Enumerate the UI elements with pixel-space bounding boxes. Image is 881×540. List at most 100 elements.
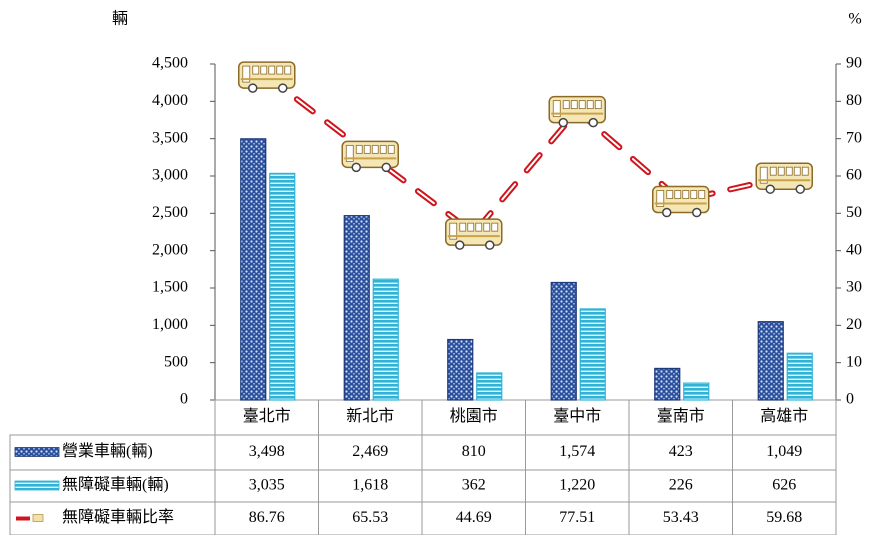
bar	[579, 308, 606, 401]
table-value: 77.51	[559, 509, 595, 526]
y2-tick-label: 70	[846, 129, 862, 146]
bus-door	[552, 100, 561, 118]
table-value: 3,035	[249, 477, 285, 494]
legend-swatch	[32, 514, 44, 522]
y2-tick-label: 50	[846, 204, 862, 221]
bus-window	[252, 65, 260, 75]
bar	[786, 352, 813, 401]
x-tick-label: 桃園市	[450, 407, 498, 425]
bus-window	[475, 222, 483, 232]
bus-wheel	[765, 184, 775, 194]
legend-swatch	[14, 480, 60, 491]
bus-window	[674, 190, 682, 199]
bus-window	[387, 144, 395, 154]
x-tick-label: 臺中市	[553, 407, 601, 425]
bus-wheel	[351, 162, 361, 173]
y-tick-label: 4,500	[152, 55, 188, 72]
bus-marker	[548, 95, 606, 128]
legend-label: 營業車輛(輛)	[62, 442, 153, 460]
bus-door	[345, 144, 354, 162]
bus-window	[666, 190, 674, 199]
y-tick-label: 3,500	[152, 129, 188, 146]
bus-wheel	[485, 240, 495, 250]
bus-window	[268, 65, 276, 75]
y2-tick-label: 40	[846, 241, 862, 258]
bar	[372, 278, 399, 401]
bus-door	[449, 222, 458, 240]
table-value: 3,498	[249, 443, 285, 460]
table-value: 44.69	[456, 509, 492, 526]
y-axis-label: 輛	[112, 10, 128, 28]
y2-tick-label: 0	[846, 391, 854, 408]
bus-window	[785, 166, 793, 176]
bus-window	[570, 100, 578, 110]
table-value: 59.68	[766, 509, 802, 526]
bar	[343, 215, 370, 401]
table-value: 226	[669, 477, 693, 494]
bus-window	[276, 65, 284, 75]
table-value: 53.43	[663, 509, 699, 526]
legend-label: 無障礙車輛(輛)	[62, 476, 169, 494]
y2-tick-label: 60	[846, 167, 862, 184]
table-value: 1,618	[352, 477, 388, 494]
y2-tick-label: 10	[846, 353, 862, 370]
bar	[447, 338, 474, 401]
y2-tick-label: 30	[846, 279, 862, 296]
bus-window	[698, 190, 706, 199]
bus-window	[467, 222, 475, 232]
x-tick-label: 臺北市	[243, 407, 291, 425]
bus-wheel	[248, 83, 258, 93]
y2-tick-label: 20	[846, 316, 862, 333]
y-tick-label: 500	[164, 353, 188, 370]
bus-window	[793, 166, 801, 176]
bus-wheel	[455, 240, 465, 250]
y2-tick-label: 80	[846, 92, 862, 109]
table-value: 362	[462, 477, 486, 494]
bus-door	[759, 166, 768, 184]
bus-marker	[755, 162, 813, 194]
bus-window	[459, 222, 467, 232]
bar	[654, 367, 681, 401]
bus-window	[491, 222, 499, 232]
bus-wheel	[558, 117, 568, 128]
table-value: 86.76	[249, 509, 285, 526]
bus-marker	[652, 185, 710, 218]
bus-door	[242, 65, 251, 83]
table-value: 626	[772, 477, 796, 494]
bar	[683, 382, 710, 401]
bus-window	[483, 222, 491, 232]
table-value: 65.53	[352, 509, 388, 526]
table-value: 1,220	[559, 477, 595, 494]
bus-door	[656, 190, 665, 207]
bus-wheel	[381, 162, 391, 173]
bus-window	[355, 144, 363, 154]
y-tick-label: 1,000	[152, 316, 188, 333]
bus-window	[578, 100, 586, 110]
table-value: 810	[462, 443, 486, 460]
x-tick-label: 新北市	[346, 407, 394, 425]
x-tick-label: 高雄市	[760, 407, 808, 425]
table-value: 1,049	[766, 443, 802, 460]
bar	[240, 138, 267, 401]
table-value: 2,469	[352, 443, 388, 460]
y-tick-label: 3,000	[152, 167, 188, 184]
bus-window	[586, 100, 594, 110]
y-tick-label: 1,500	[152, 279, 188, 296]
table-value: 423	[669, 443, 693, 460]
y2-axis-label: %	[848, 11, 861, 28]
bar	[550, 281, 577, 401]
bus-window	[801, 166, 809, 176]
bus-marker	[341, 140, 399, 173]
bus-wheel	[278, 83, 288, 93]
y-tick-label: 4,000	[152, 92, 188, 109]
bus-window	[777, 166, 785, 176]
bar	[269, 172, 296, 401]
bus-window	[284, 65, 292, 75]
bus-window	[260, 65, 268, 75]
y-tick-label: 0	[180, 391, 188, 408]
legend-label: 無障礙車輛比率	[62, 508, 174, 526]
bus-window	[379, 144, 387, 154]
bus-marker	[445, 218, 503, 250]
legend-swatch	[14, 447, 60, 457]
